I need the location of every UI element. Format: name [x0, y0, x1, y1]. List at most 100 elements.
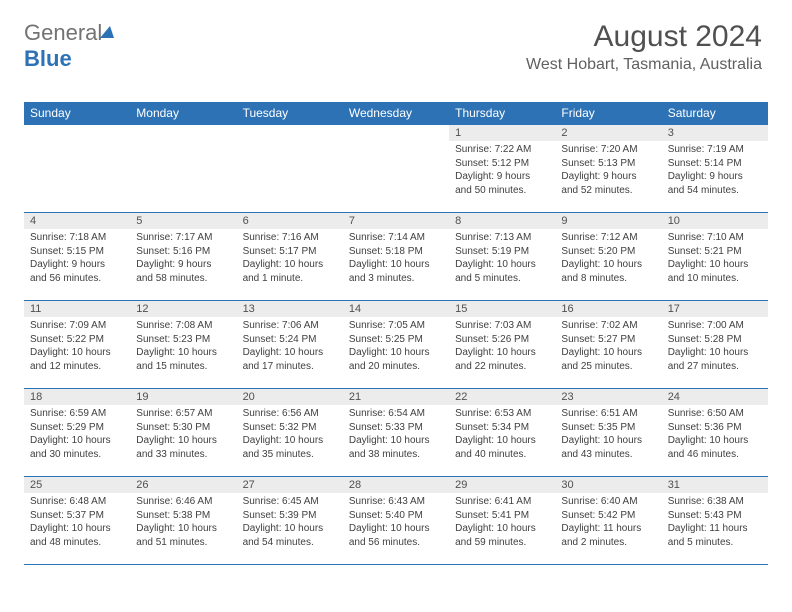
day-details: Sunrise: 7:22 AMSunset: 5:12 PMDaylight:…	[449, 141, 555, 201]
sunset-line: Sunset: 5:22 PM	[30, 333, 124, 347]
daylight-line: Daylight: 10 hours and 15 minutes.	[136, 346, 230, 373]
daylight-line: Daylight: 10 hours and 54 minutes.	[243, 522, 337, 549]
brand-triangle-icon	[100, 26, 114, 38]
daylight-line: Daylight: 9 hours and 52 minutes.	[561, 170, 655, 197]
daylight-line: Daylight: 10 hours and 51 minutes.	[136, 522, 230, 549]
calendar-day-cell: 7Sunrise: 7:14 AMSunset: 5:18 PMDaylight…	[343, 213, 449, 301]
day-details: Sunrise: 7:03 AMSunset: 5:26 PMDaylight:…	[449, 317, 555, 377]
daylight-line: Daylight: 10 hours and 30 minutes.	[30, 434, 124, 461]
day-number: 7	[343, 213, 449, 229]
daylight-line: Daylight: 10 hours and 20 minutes.	[349, 346, 443, 373]
daylight-line: Daylight: 10 hours and 40 minutes.	[455, 434, 549, 461]
daylight-line: Daylight: 9 hours and 50 minutes.	[455, 170, 549, 197]
page-title-block: August 2024 West Hobart, Tasmania, Austr…	[526, 20, 762, 74]
day-number: 12	[130, 301, 236, 317]
sunrise-line: Sunrise: 6:45 AM	[243, 495, 337, 509]
calendar-week-row: 1Sunrise: 7:22 AMSunset: 5:12 PMDaylight…	[24, 125, 768, 213]
month-year-title: August 2024	[526, 20, 762, 54]
weekday-header: Wednesday	[343, 102, 449, 125]
day-details: Sunrise: 6:45 AMSunset: 5:39 PMDaylight:…	[237, 493, 343, 553]
daylight-line: Daylight: 9 hours and 58 minutes.	[136, 258, 230, 285]
sunset-line: Sunset: 5:18 PM	[349, 245, 443, 259]
calendar-day-cell: 25Sunrise: 6:48 AMSunset: 5:37 PMDayligh…	[24, 477, 130, 565]
daylight-line: Daylight: 10 hours and 38 minutes.	[349, 434, 443, 461]
calendar-day-cell: 29Sunrise: 6:41 AMSunset: 5:41 PMDayligh…	[449, 477, 555, 565]
calendar-day-cell: 11Sunrise: 7:09 AMSunset: 5:22 PMDayligh…	[24, 301, 130, 389]
sunset-line: Sunset: 5:36 PM	[668, 421, 762, 435]
calendar-day-cell: 23Sunrise: 6:51 AMSunset: 5:35 PMDayligh…	[555, 389, 661, 477]
daylight-line: Daylight: 10 hours and 46 minutes.	[668, 434, 762, 461]
calendar-day-cell: 15Sunrise: 7:03 AMSunset: 5:26 PMDayligh…	[449, 301, 555, 389]
sunrise-line: Sunrise: 6:54 AM	[349, 407, 443, 421]
daylight-line: Daylight: 10 hours and 56 minutes.	[349, 522, 443, 549]
day-number: 16	[555, 301, 661, 317]
sunset-line: Sunset: 5:21 PM	[668, 245, 762, 259]
weekday-header: Tuesday	[237, 102, 343, 125]
sunrise-line: Sunrise: 7:20 AM	[561, 143, 655, 157]
day-number: 23	[555, 389, 661, 405]
calendar-day-cell: 14Sunrise: 7:05 AMSunset: 5:25 PMDayligh…	[343, 301, 449, 389]
calendar-day-cell: 24Sunrise: 6:50 AMSunset: 5:36 PMDayligh…	[662, 389, 768, 477]
calendar-day-cell: 16Sunrise: 7:02 AMSunset: 5:27 PMDayligh…	[555, 301, 661, 389]
daylight-line: Daylight: 10 hours and 35 minutes.	[243, 434, 337, 461]
sunset-line: Sunset: 5:41 PM	[455, 509, 549, 523]
day-number: 26	[130, 477, 236, 493]
day-details: Sunrise: 6:48 AMSunset: 5:37 PMDaylight:…	[24, 493, 130, 553]
sunset-line: Sunset: 5:28 PM	[668, 333, 762, 347]
daylight-line: Daylight: 10 hours and 25 minutes.	[561, 346, 655, 373]
day-number: 28	[343, 477, 449, 493]
day-details: Sunrise: 7:18 AMSunset: 5:15 PMDaylight:…	[24, 229, 130, 289]
daylight-line: Daylight: 9 hours and 54 minutes.	[668, 170, 762, 197]
sunset-line: Sunset: 5:15 PM	[30, 245, 124, 259]
day-details: Sunrise: 6:54 AMSunset: 5:33 PMDaylight:…	[343, 405, 449, 465]
location-subtitle: West Hobart, Tasmania, Australia	[526, 56, 762, 74]
sunrise-line: Sunrise: 7:18 AM	[30, 231, 124, 245]
sunrise-line: Sunrise: 7:06 AM	[243, 319, 337, 333]
sunset-line: Sunset: 5:37 PM	[30, 509, 124, 523]
sunset-line: Sunset: 5:16 PM	[136, 245, 230, 259]
calendar-day-cell: 20Sunrise: 6:56 AMSunset: 5:32 PMDayligh…	[237, 389, 343, 477]
day-details: Sunrise: 7:16 AMSunset: 5:17 PMDaylight:…	[237, 229, 343, 289]
sunset-line: Sunset: 5:20 PM	[561, 245, 655, 259]
calendar-day-cell: 22Sunrise: 6:53 AMSunset: 5:34 PMDayligh…	[449, 389, 555, 477]
sunrise-line: Sunrise: 6:53 AM	[455, 407, 549, 421]
day-details: Sunrise: 7:14 AMSunset: 5:18 PMDaylight:…	[343, 229, 449, 289]
calendar-day-cell	[237, 125, 343, 213]
day-number: 5	[130, 213, 236, 229]
sunset-line: Sunset: 5:32 PM	[243, 421, 337, 435]
day-details: Sunrise: 6:57 AMSunset: 5:30 PMDaylight:…	[130, 405, 236, 465]
sunrise-line: Sunrise: 7:09 AM	[30, 319, 124, 333]
daylight-line: Daylight: 10 hours and 12 minutes.	[30, 346, 124, 373]
day-details: Sunrise: 7:05 AMSunset: 5:25 PMDaylight:…	[343, 317, 449, 377]
daylight-line: Daylight: 10 hours and 5 minutes.	[455, 258, 549, 285]
day-details: Sunrise: 6:51 AMSunset: 5:35 PMDaylight:…	[555, 405, 661, 465]
calendar-day-cell: 19Sunrise: 6:57 AMSunset: 5:30 PMDayligh…	[130, 389, 236, 477]
day-details: Sunrise: 7:10 AMSunset: 5:21 PMDaylight:…	[662, 229, 768, 289]
day-number: 17	[662, 301, 768, 317]
calendar-day-cell: 18Sunrise: 6:59 AMSunset: 5:29 PMDayligh…	[24, 389, 130, 477]
sunrise-line: Sunrise: 6:50 AM	[668, 407, 762, 421]
sunset-line: Sunset: 5:29 PM	[30, 421, 124, 435]
sunset-line: Sunset: 5:12 PM	[455, 157, 549, 171]
sunrise-line: Sunrise: 7:10 AM	[668, 231, 762, 245]
sunset-line: Sunset: 5:23 PM	[136, 333, 230, 347]
weekday-header-row: Sunday Monday Tuesday Wednesday Thursday…	[24, 102, 768, 125]
calendar-day-cell: 2Sunrise: 7:20 AMSunset: 5:13 PMDaylight…	[555, 125, 661, 213]
calendar-day-cell: 27Sunrise: 6:45 AMSunset: 5:39 PMDayligh…	[237, 477, 343, 565]
day-number: 31	[662, 477, 768, 493]
calendar-week-row: 4Sunrise: 7:18 AMSunset: 5:15 PMDaylight…	[24, 213, 768, 301]
sunrise-line: Sunrise: 7:03 AM	[455, 319, 549, 333]
sunrise-line: Sunrise: 7:13 AM	[455, 231, 549, 245]
sunset-line: Sunset: 5:19 PM	[455, 245, 549, 259]
day-details: Sunrise: 7:08 AMSunset: 5:23 PMDaylight:…	[130, 317, 236, 377]
daylight-line: Daylight: 10 hours and 3 minutes.	[349, 258, 443, 285]
sunset-line: Sunset: 5:35 PM	[561, 421, 655, 435]
sunrise-line: Sunrise: 7:02 AM	[561, 319, 655, 333]
calendar-day-cell: 8Sunrise: 7:13 AMSunset: 5:19 PMDaylight…	[449, 213, 555, 301]
sunset-line: Sunset: 5:42 PM	[561, 509, 655, 523]
sunset-line: Sunset: 5:34 PM	[455, 421, 549, 435]
day-number: 15	[449, 301, 555, 317]
day-details: Sunrise: 7:17 AMSunset: 5:16 PMDaylight:…	[130, 229, 236, 289]
day-number: 6	[237, 213, 343, 229]
sunrise-line: Sunrise: 6:38 AM	[668, 495, 762, 509]
